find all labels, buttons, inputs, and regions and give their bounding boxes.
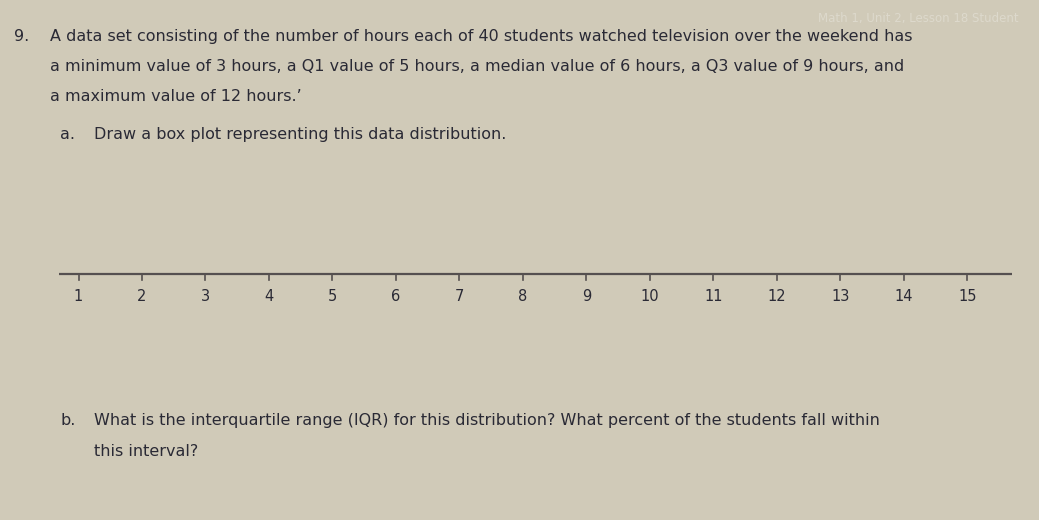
Text: 6: 6 [392, 289, 401, 304]
Text: a.: a. [60, 127, 75, 142]
Text: 5: 5 [328, 289, 337, 304]
Text: 11: 11 [704, 289, 723, 304]
Text: A data set consisting of the number of hours each of 40 students watched televis: A data set consisting of the number of h… [50, 29, 912, 44]
Text: 3: 3 [201, 289, 210, 304]
Text: 7: 7 [455, 289, 464, 304]
Text: 12: 12 [768, 289, 787, 304]
Text: 8: 8 [518, 289, 528, 304]
Text: 14: 14 [895, 289, 913, 304]
Text: 9: 9 [582, 289, 591, 304]
Text: 13: 13 [831, 289, 850, 304]
Text: 9.: 9. [14, 29, 29, 44]
Text: 10: 10 [641, 289, 660, 304]
Text: 2: 2 [137, 289, 146, 304]
Text: b.: b. [60, 413, 76, 428]
Text: Draw a box plot representing this data distribution.: Draw a box plot representing this data d… [94, 127, 506, 142]
Text: Math 1, Unit 2, Lesson 18 Student: Math 1, Unit 2, Lesson 18 Student [818, 12, 1018, 25]
Text: 4: 4 [264, 289, 273, 304]
Text: 1: 1 [74, 289, 83, 304]
Text: 15: 15 [958, 289, 977, 304]
Text: a maximum value of 12 hours.’: a maximum value of 12 hours.’ [50, 89, 301, 104]
Text: What is the interquartile range (IQR) for this distribution? What percent of the: What is the interquartile range (IQR) fo… [94, 413, 879, 428]
Text: a minimum value of 3 hours, a Q1 value of 5 hours, a median value of 6 hours, a : a minimum value of 3 hours, a Q1 value o… [50, 59, 904, 74]
Text: this interval?: this interval? [94, 444, 197, 459]
